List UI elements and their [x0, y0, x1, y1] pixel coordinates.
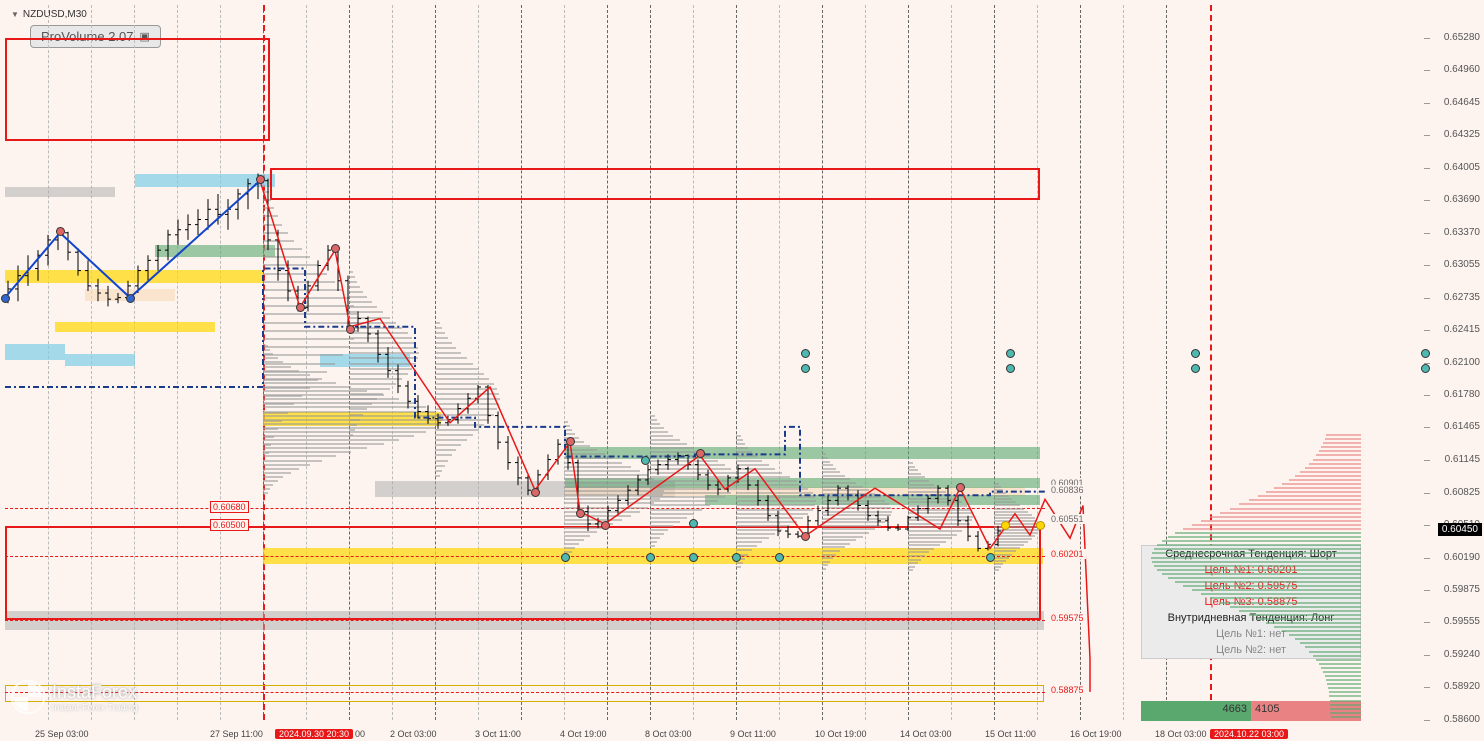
y-tick: 0.60190: [1444, 552, 1480, 563]
price-label: 0.60680: [210, 501, 249, 513]
y-tick: 0.65280: [1444, 32, 1480, 43]
x-label: 15 Oct 11:00: [985, 729, 1036, 739]
y-tick: 0.59240: [1444, 649, 1480, 660]
x-label: 27 Sep 11:00: [210, 729, 263, 739]
y-tick: 0.61780: [1444, 389, 1480, 400]
price-label: 0.60551: [1049, 514, 1086, 524]
y-tick: 0.64005: [1444, 162, 1480, 173]
y-tick: 0.64960: [1444, 64, 1480, 75]
x-label: 10 Oct 19:00: [815, 729, 867, 739]
watermark-icon: [10, 679, 46, 715]
x-label: 18 Oct 03:00: [1155, 729, 1207, 739]
price-label: 0.59575: [1049, 613, 1086, 623]
watermark-tagline: Instant Forex Trading: [52, 703, 138, 712]
side-volume-profile: [1141, 434, 1361, 715]
watermark-brand: InstaForex: [52, 682, 138, 703]
x-label: 2024.09.30 20:30: [275, 729, 353, 739]
x-label: 9 Oct 11:00: [730, 729, 776, 739]
price-label: 0.60201: [1049, 549, 1086, 559]
y-tick: 0.63690: [1444, 194, 1480, 205]
y-axis: 0.65280 0.64960 0.64645 0.64325 0.64005 0.636…: [1424, 0, 1484, 741]
x-label: 14 Oct 03:00: [900, 729, 952, 739]
price-label: 0.58875: [1049, 685, 1086, 695]
x-label: 4 Oct 19:00: [560, 729, 607, 739]
chart-container: NZDUSD,M30 ProVolume 2.07 ▣ 0.606800.605…: [0, 0, 1424, 741]
y-tick: 0.59555: [1444, 616, 1480, 627]
current-price-badge: 0.60450: [1438, 523, 1482, 536]
y-tick: 0.61145: [1445, 454, 1480, 465]
y-tick: 0.60825: [1444, 487, 1480, 498]
x-axis: 25 Sep 03:00 27 Sep 11:00 2024.09.30 20:30…: [5, 721, 1424, 741]
x-label: 2024.10.22 03:00: [1210, 729, 1288, 739]
x-label: 8 Oct 03:00: [645, 729, 692, 739]
price-label: 0.60836: [1049, 485, 1086, 495]
y-tick: 0.64325: [1444, 129, 1480, 140]
x-label: 3 Oct 11:00: [475, 729, 521, 739]
x-label: 2 Oct 03:00: [390, 729, 437, 739]
y-tick: 0.63370: [1444, 227, 1480, 238]
y-tick: 0.62100: [1444, 357, 1480, 368]
watermark: InstaForex Instant Forex Trading: [10, 679, 138, 715]
price-label: 0.60500: [210, 519, 249, 531]
y-tick: 0.63055: [1444, 259, 1480, 270]
y-tick: 0.58920: [1444, 681, 1480, 692]
y-tick: 0.62735: [1444, 292, 1480, 303]
x-label: 16 Oct 19:00: [1070, 729, 1122, 739]
y-tick: 0.61465: [1444, 421, 1480, 432]
y-tick: 0.59875: [1444, 584, 1480, 595]
x-label: 00: [355, 729, 365, 739]
y-tick: 0.58600: [1444, 714, 1480, 725]
y-tick: 0.62415: [1444, 324, 1480, 335]
x-label: 25 Sep 03:00: [35, 729, 89, 739]
y-tick: 0.64645: [1444, 97, 1480, 108]
